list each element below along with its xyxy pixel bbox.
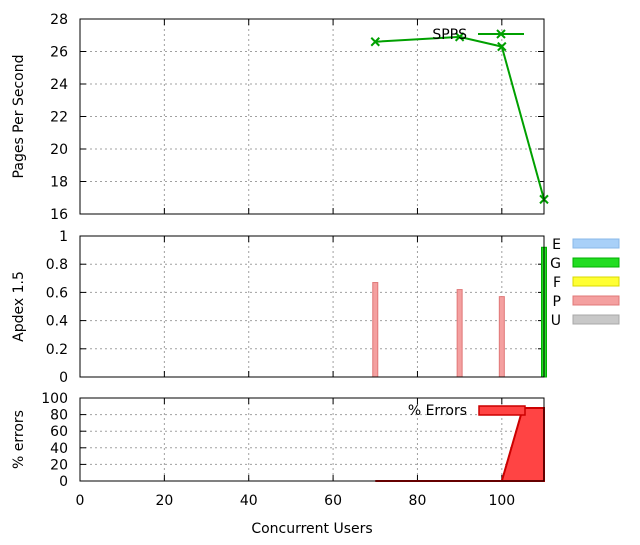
panel-0	[79, 18, 549, 215]
y-tick-label: 18	[50, 175, 68, 191]
y-axis-label: Apdex 1.5	[11, 271, 27, 342]
y-tick-label: 0	[59, 474, 68, 490]
legend-swatch	[572, 295, 620, 306]
y-tick-label: 26	[50, 45, 68, 61]
y-tick-label: 16	[50, 207, 68, 223]
x-tick-label: 20	[155, 493, 173, 509]
y-tick-label: 28	[50, 12, 68, 28]
y-tick-label: 24	[50, 77, 68, 93]
x-tick-label: 60	[324, 493, 342, 509]
legend-label: SPPS	[432, 27, 467, 43]
legend-swatch	[478, 405, 526, 416]
x-tick-label: 0	[76, 493, 85, 509]
legend-label: F	[553, 275, 561, 291]
y-tick-label: 60	[50, 424, 68, 440]
legend-label: G	[550, 256, 561, 272]
legend-swatch	[572, 276, 620, 287]
y-tick-label: 100	[41, 391, 68, 407]
plot-frame	[79, 397, 545, 482]
legend-swatch	[572, 314, 620, 325]
plot-frame	[79, 235, 545, 378]
y-axis-label: % errors	[11, 410, 27, 469]
y-tick-label: 20	[50, 457, 68, 473]
x-axis-label: Concurrent Users	[251, 521, 372, 537]
legend-label: P	[553, 294, 561, 310]
y-tick-label: 0.4	[46, 314, 68, 330]
x-tick-label: 100	[488, 493, 515, 509]
x-tick-label: 80	[409, 493, 427, 509]
data-point	[497, 41, 507, 52]
legend-marker	[496, 29, 506, 39]
y-tick-label: 0.2	[46, 342, 68, 358]
data-point	[370, 37, 380, 47]
legend-label: % Errors	[408, 403, 467, 419]
y-axis-label: Pages Per Second	[11, 55, 27, 179]
y-tick-label: 0.6	[46, 285, 68, 301]
series-line	[375, 35, 545, 200]
data-point	[454, 32, 465, 42]
bar	[498, 296, 505, 378]
panel-2	[79, 397, 545, 482]
y-tick-label: 80	[50, 408, 68, 424]
y-tick-label: 0	[59, 370, 68, 386]
bar	[456, 289, 463, 378]
panel-1	[79, 235, 620, 378]
legend-swatch	[572, 238, 620, 249]
x-tick-label: 40	[240, 493, 258, 509]
y-tick-label: 22	[50, 110, 68, 126]
y-tick-label: 0.8	[46, 257, 68, 273]
legend-label: E	[552, 237, 561, 253]
y-tick-label: 40	[50, 441, 68, 457]
y-tick-label: 20	[50, 142, 68, 158]
y-tick-label: 1	[59, 229, 68, 245]
legend-swatch	[572, 257, 620, 268]
bar	[372, 282, 379, 378]
plot-frame	[79, 18, 545, 215]
legend-label: U	[551, 313, 561, 329]
